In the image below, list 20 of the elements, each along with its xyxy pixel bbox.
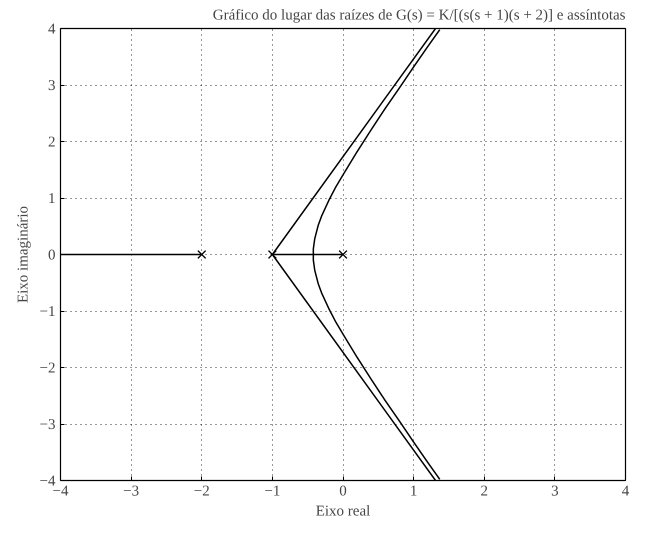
- x-tick-label: 2: [480, 484, 488, 500]
- x-axis-title: Eixo real: [316, 504, 370, 520]
- x-tick-label: −1: [264, 484, 280, 500]
- y-tick-label: −2: [40, 360, 56, 376]
- y-tick-label: 0: [48, 248, 56, 264]
- x-tick-label: 3: [551, 484, 559, 500]
- y-tick-label: −4: [40, 474, 56, 490]
- y-tick-label: −3: [40, 417, 56, 433]
- x-tick-label: −3: [123, 484, 140, 500]
- y-axis-title: Eixo imaginário: [16, 206, 32, 304]
- x-tick-label: 1: [410, 484, 418, 500]
- chart-title: Gráfico do lugar das raízes de G(s) = K/[(s(s + 1)(s + 2)] e assíntotas: [212, 8, 626, 24]
- y-tick-label: 1: [48, 191, 56, 207]
- x-tick-label: −2: [194, 484, 210, 500]
- x-tick-label: 4: [622, 484, 630, 500]
- y-tick-label: 2: [48, 134, 56, 150]
- y-tick-label: −1: [40, 304, 56, 320]
- x-tick-label: 0: [339, 484, 347, 500]
- y-tick-label: 3: [48, 78, 56, 94]
- y-tick-label: 4: [48, 22, 56, 38]
